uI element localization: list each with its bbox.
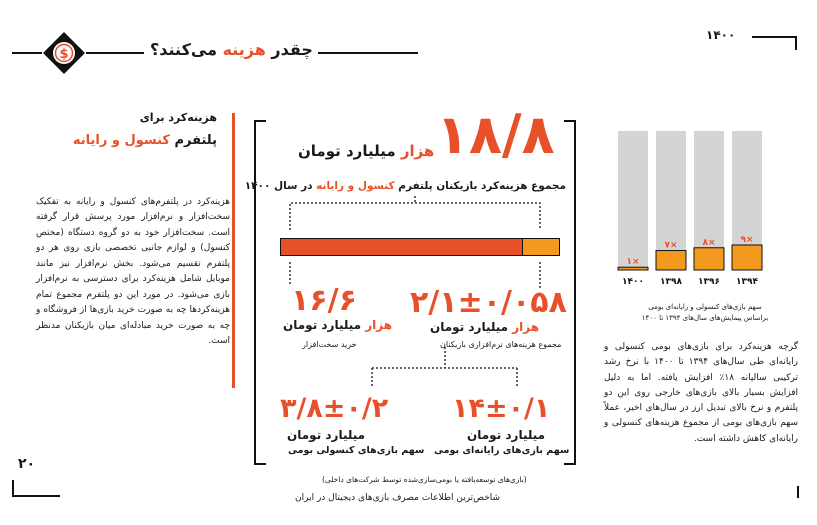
header-rule-mid <box>86 52 144 54</box>
top-right-tick <box>795 36 797 50</box>
hardware-value: ۱۶/۶ <box>291 283 357 318</box>
console-share-unit: میلیارد تومان <box>287 428 366 442</box>
total-unit: هزار میلیارد تومان <box>298 142 435 160</box>
chart-value-label: ×۷ <box>664 241 677 251</box>
pc-share-label: سهم بازی‌های رایانه‌ای بومی <box>434 445 570 456</box>
bottom-left-tick <box>12 480 14 496</box>
chart-bar <box>655 250 687 271</box>
chart-bar <box>731 244 763 271</box>
chart-column-bg <box>656 131 686 270</box>
chart-subtitle: براساس پیمایش‌های سال‌های ۱۳۹۴ تا ۱۴۰۰ <box>641 313 769 322</box>
page-title: چقدر هزینه می‌کنند؟ <box>150 40 313 59</box>
chart-bar <box>693 247 725 271</box>
chart-tick-label: ۱۳۹۴ <box>736 277 758 287</box>
bracket-right-v <box>574 120 576 465</box>
section-title: پلتفرم کنسول و رایانه <box>72 133 217 148</box>
bottom-left-rule <box>12 495 60 497</box>
bracket-left-hb <box>254 463 266 465</box>
logo-symbol: $ <box>59 47 68 62</box>
pc-share-unit: میلیارد تومان <box>467 428 546 442</box>
left-paragraph: هزینه‌کرد در پلتفرم‌های کنسول و رایانه ب… <box>36 197 230 347</box>
chart-tick-label: ۱۳۹۸ <box>660 277 682 287</box>
header-year: ۱۴۰۰ <box>706 28 736 42</box>
bracket-right-h <box>564 120 576 122</box>
right-paragraph: گرچه هزینه‌کرد برای بازی‌های بومی کنسولی… <box>604 342 798 444</box>
bottom-right-tick <box>797 486 799 498</box>
footnote: (بازی‌های توسعه‌یافته یا بومی‌سازی‌شده ت… <box>322 475 527 484</box>
chart-value-label: ×۱ <box>626 257 639 267</box>
chart-bar <box>617 266 649 271</box>
chart-column-bg <box>694 131 724 270</box>
chart-value-label: ×۸ <box>702 238 715 248</box>
software-unit: هزار میلیارد تومان <box>430 320 540 334</box>
dollar-icon: $ <box>43 32 85 74</box>
console-share-value: ۳/۸±۰/۲ <box>280 393 389 424</box>
pc-share-value: ۱۴±۰/۱ <box>452 393 551 424</box>
chart-legend: سهم بازی‌های کنسولی و رایانه‌ای بومی برا… <box>620 302 790 323</box>
bracket-left-h <box>254 120 266 122</box>
chart-title: سهم بازی‌های کنسولی و رایانه‌ای بومی <box>648 303 762 311</box>
chart-tick-label: ۱۳۹۶ <box>698 277 720 287</box>
chart-column-bg <box>618 131 648 270</box>
stacked-bar <box>280 238 560 256</box>
hardware-segment <box>522 239 559 255</box>
hardware-caption: خرید سخت‌افزار <box>302 340 357 349</box>
hardware-unit: هزار میلیارد تومان <box>283 318 393 332</box>
footer-text: شاخص‌ترین اطلاعات مصرف بازی‌های دیجیتال … <box>295 493 501 503</box>
top-right-rule <box>752 36 797 38</box>
total-description: مجموع هزینه‌کرد بازیکنان پلتفرم کنسول و … <box>244 180 566 192</box>
console-share-label: سهم بازی‌های کنسولی بومی <box>288 445 425 456</box>
software-segment <box>281 239 522 255</box>
total-value: ۱۸/۸ <box>436 103 555 166</box>
chart-tick-label: ۱۴۰۰ <box>622 277 644 287</box>
software-caption: مجموع هزینه‌های نرم‌افزاری بازیکنان <box>440 340 562 349</box>
page-number: ۲۰ <box>18 456 36 472</box>
bracket-left-v <box>254 120 256 465</box>
chart-value-label: ×۹ <box>740 235 753 245</box>
bracket-right-hb <box>564 463 576 465</box>
header-rule-right <box>318 52 418 54</box>
section-subtitle: هزینه‌کرد برای <box>139 111 217 124</box>
section-accent-bar <box>232 113 235 388</box>
native-share-chart: ×۹ ۱۳۹۴ ×۸ ۱۳۹۶ ×۷ ۱۳۹۸ ×۱ ۱۴۰۰ <box>617 131 763 287</box>
software-value: ۲/۱±۰/۰۵۸ <box>410 285 567 320</box>
header-rule-left <box>12 52 42 54</box>
